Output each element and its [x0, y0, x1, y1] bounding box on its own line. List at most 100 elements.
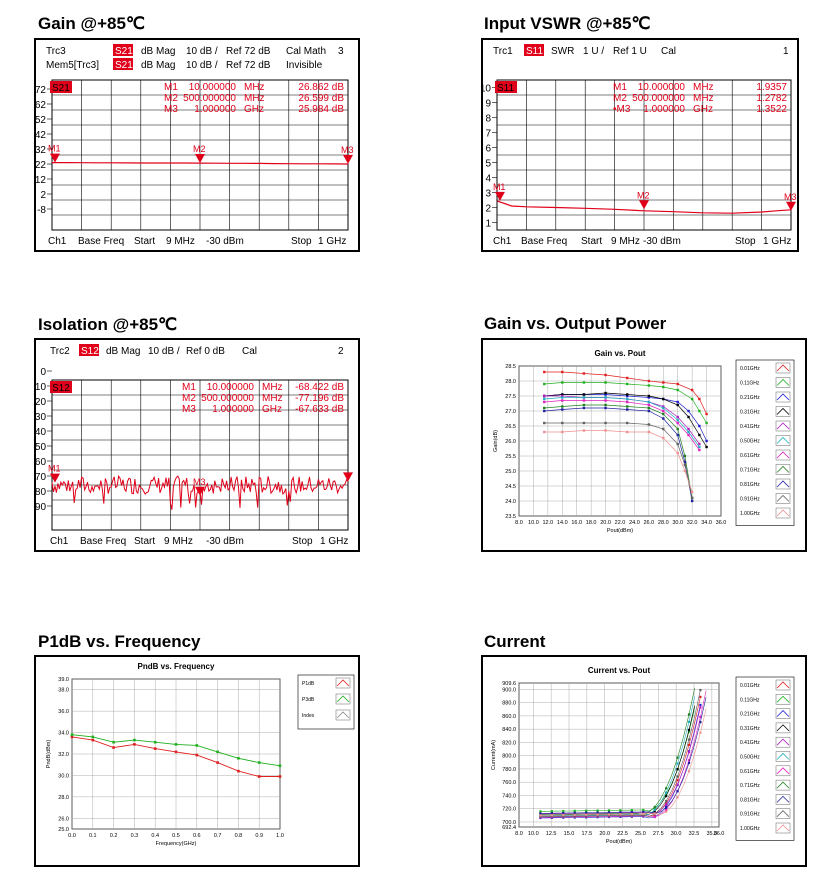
data-point — [607, 811, 611, 814]
marker-freq: 500.000000 — [183, 93, 236, 104]
data-point — [662, 436, 665, 440]
current-title: Current — [484, 632, 546, 651]
data-point — [676, 775, 679, 778]
data-point — [585, 811, 588, 814]
marker-freq: 10.000000 — [189, 82, 237, 93]
y-tick-label: 860.0 — [502, 714, 516, 720]
data-point — [687, 433, 690, 437]
data-point — [662, 406, 665, 410]
header-field: Ref 1 U — [613, 46, 647, 57]
y-tick-label: -60 — [36, 457, 46, 468]
data-point — [705, 412, 708, 416]
data-point — [543, 409, 546, 413]
x-tick-label: 36.0 — [714, 831, 725, 837]
data-point — [585, 814, 588, 818]
y-tick-label: 2 — [485, 204, 491, 215]
legend-swatch — [776, 364, 790, 372]
data-point — [687, 761, 691, 765]
legend-swatch — [776, 494, 790, 502]
series-line — [540, 707, 695, 812]
legend-swatch-box — [775, 362, 791, 374]
legend-label: 0.11GHz — [740, 381, 760, 387]
x-tick-label: 16.0 — [571, 520, 582, 526]
isolation-vna-chart: Trc2 S12 dB Mag 10 dB / Ref 0 dB Cal 2 0 -10 -20 -… — [36, 344, 353, 547]
data-point — [699, 688, 702, 692]
y-axis-label: Current(mA) — [491, 740, 497, 770]
y-tick-label: 72 — [36, 85, 46, 96]
footer-field: Start — [581, 236, 602, 247]
header-field: 3 — [338, 46, 344, 57]
data-point — [550, 815, 553, 818]
legend-swatch-box — [775, 420, 791, 432]
header-field: Trc3 — [46, 46, 66, 57]
data-point — [676, 783, 679, 786]
data-point — [278, 764, 282, 768]
header-field: 2 — [338, 346, 344, 357]
y-tick-label: -80 — [36, 487, 46, 498]
data-point — [705, 421, 708, 425]
data-point — [626, 376, 629, 380]
x-tick-label: 12.5 — [546, 831, 557, 837]
data-point — [573, 811, 576, 814]
data-point — [698, 445, 701, 449]
marker-label: M1 — [48, 144, 61, 154]
trace-line — [52, 161, 349, 165]
data-point — [647, 379, 651, 383]
data-point — [561, 421, 564, 425]
legend-label: 0.41GHz — [740, 740, 760, 746]
footer-field: 9 MHz — [164, 536, 193, 547]
legend-swatch-box — [775, 464, 791, 475]
marker-name: M1 — [182, 382, 196, 393]
data-point — [153, 740, 157, 744]
data-point — [626, 382, 629, 386]
data-point — [642, 810, 645, 814]
header-param: S21 — [115, 46, 133, 57]
x-tick-label: 22.5 — [617, 831, 628, 837]
header-field: dB Mag — [141, 46, 175, 57]
header-field: 10 dB / — [186, 60, 218, 71]
data-point — [543, 394, 546, 398]
legend-label: 0.31GHz — [740, 726, 760, 732]
legend-label: 0.71GHz — [740, 468, 760, 474]
data-point — [573, 815, 576, 818]
legend-swatch-box — [775, 449, 791, 461]
data-point — [687, 430, 690, 434]
data-point — [647, 406, 651, 410]
data-point — [676, 756, 679, 759]
trace-tag-bg — [50, 81, 72, 93]
marker-name: M3 — [164, 104, 178, 115]
current-panel: Current vs. Pout 8.0 10.0 12.5 15.0 17.5 20.0 2… — [481, 655, 807, 867]
x-axis-label: Pout(dBm) — [607, 528, 633, 534]
y-tick-label: 880.0 — [502, 701, 516, 707]
vswr-title: Input VSWR @+85℃ — [484, 14, 651, 33]
marker-value: 1.3522 — [756, 104, 787, 115]
header-field: SWR — [551, 46, 574, 57]
x-tick-label: 8.0 — [515, 520, 523, 526]
y-tick-label: 800.0 — [502, 754, 516, 760]
legend-swatch-box — [335, 693, 351, 705]
trace-tag: S12 — [52, 383, 70, 394]
x-tick-label: 0.7 — [214, 833, 222, 839]
data-point — [543, 406, 546, 410]
series-line — [544, 400, 700, 451]
marker-label: M3 — [341, 145, 354, 155]
data-point — [647, 400, 651, 404]
legend-swatch-box — [335, 677, 351, 689]
data-point — [662, 385, 665, 389]
data-point — [582, 421, 586, 425]
data-point — [195, 744, 199, 747]
data-point — [699, 731, 702, 734]
legend-swatch — [776, 781, 790, 789]
data-point — [642, 808, 645, 812]
x-tick-label: 27.5 — [653, 831, 664, 837]
data-point — [626, 408, 629, 411]
marker-name: M2 — [164, 93, 178, 104]
legend-label: 0.91GHz — [740, 812, 760, 818]
y-tick-label: 26.0 — [58, 816, 69, 822]
header-field: 10 dB / — [186, 46, 218, 57]
data-point — [662, 409, 665, 413]
marker-triangle — [195, 486, 205, 496]
legend-swatch — [776, 681, 790, 689]
data-point — [153, 747, 157, 750]
y-tick-label: 1 — [485, 219, 491, 230]
